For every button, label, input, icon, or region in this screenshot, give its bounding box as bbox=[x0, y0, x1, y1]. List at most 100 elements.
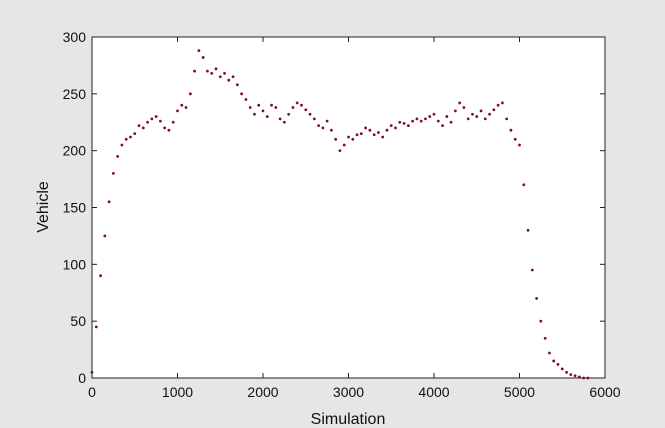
data-point bbox=[445, 115, 449, 118]
data-point bbox=[90, 370, 94, 374]
data-point bbox=[552, 359, 556, 363]
data-point bbox=[372, 133, 376, 137]
data-point bbox=[389, 124, 393, 128]
y-tick-label: 250 bbox=[63, 86, 87, 102]
data-point bbox=[505, 117, 509, 121]
data-point bbox=[428, 115, 432, 118]
data-point bbox=[120, 143, 124, 147]
data-point bbox=[501, 101, 504, 105]
data-point bbox=[295, 101, 299, 105]
data-point bbox=[530, 268, 534, 272]
plot-area bbox=[91, 36, 606, 379]
y-tick-label: 50 bbox=[70, 313, 86, 329]
y-tick-label: 200 bbox=[63, 143, 87, 159]
data-point bbox=[154, 115, 158, 118]
data-point bbox=[176, 109, 179, 113]
data-point bbox=[94, 325, 98, 329]
data-point bbox=[368, 128, 372, 132]
data-point bbox=[355, 133, 359, 137]
y-axis-title: Vehicle bbox=[35, 181, 52, 233]
data-point bbox=[116, 154, 120, 158]
data-point bbox=[582, 376, 586, 380]
data-point bbox=[206, 69, 209, 73]
x-tick-label: 2000 bbox=[247, 384, 278, 400]
x-tick-label: 6000 bbox=[589, 384, 620, 400]
data-point bbox=[513, 137, 517, 141]
data-point bbox=[231, 75, 235, 79]
data-point bbox=[325, 119, 329, 123]
data-point bbox=[193, 69, 197, 73]
data-point bbox=[471, 112, 474, 116]
data-point bbox=[394, 126, 397, 130]
data-point bbox=[103, 234, 107, 238]
data-point bbox=[411, 119, 415, 123]
data-point bbox=[377, 131, 380, 134]
data-point bbox=[518, 143, 521, 147]
data-point bbox=[453, 109, 457, 113]
data-point bbox=[184, 106, 188, 109]
x-axis-title: Simulation bbox=[311, 411, 386, 428]
data-point bbox=[496, 103, 500, 107]
data-point bbox=[253, 112, 256, 116]
data-point bbox=[282, 120, 286, 124]
y-tick-label: 100 bbox=[63, 256, 87, 272]
data-point bbox=[137, 124, 141, 128]
x-axis-ticks: 0 1000 2000 3000 4000 5000 6000 bbox=[88, 37, 621, 400]
data-point bbox=[150, 117, 154, 121]
y-tick-label: 150 bbox=[63, 200, 87, 216]
data-point bbox=[270, 103, 273, 107]
data-point bbox=[265, 115, 269, 118]
data-point bbox=[197, 49, 201, 53]
data-point bbox=[424, 117, 427, 121]
data-point bbox=[573, 374, 577, 378]
data-point bbox=[475, 115, 479, 118]
data-point bbox=[111, 172, 115, 175]
data-point bbox=[214, 67, 218, 71]
data-point bbox=[304, 108, 308, 112]
data-point bbox=[257, 103, 261, 107]
data-point bbox=[188, 92, 192, 96]
data-point bbox=[402, 121, 406, 125]
data-point bbox=[560, 367, 564, 371]
data-point bbox=[565, 370, 568, 374]
data-point bbox=[274, 106, 278, 109]
data-point bbox=[312, 117, 316, 121]
data-point bbox=[227, 78, 231, 82]
data-point bbox=[347, 135, 350, 139]
data-point bbox=[163, 126, 167, 130]
data-point bbox=[535, 297, 538, 300]
data-point bbox=[586, 376, 590, 380]
data-point bbox=[359, 132, 363, 136]
data-point bbox=[99, 274, 102, 278]
data-point bbox=[287, 112, 291, 116]
data-point bbox=[432, 112, 436, 116]
data-point bbox=[291, 106, 295, 109]
data-point bbox=[522, 183, 526, 187]
data-point bbox=[240, 92, 244, 96]
data-point bbox=[334, 137, 338, 141]
data-point bbox=[141, 126, 145, 130]
data-point bbox=[171, 120, 175, 124]
data-point bbox=[466, 117, 470, 121]
data-point bbox=[458, 101, 462, 105]
data-point bbox=[133, 132, 137, 136]
data-point bbox=[483, 117, 487, 121]
data-point bbox=[462, 106, 466, 109]
data-point bbox=[556, 362, 560, 366]
data-point bbox=[449, 120, 453, 124]
data-points bbox=[90, 49, 590, 380]
data-point bbox=[406, 124, 410, 128]
data-point bbox=[479, 109, 483, 113]
y-tick-label: 300 bbox=[63, 29, 87, 45]
data-point bbox=[201, 56, 205, 59]
data-point bbox=[488, 112, 491, 116]
data-point bbox=[351, 137, 355, 141]
data-point bbox=[308, 112, 312, 116]
data-point bbox=[398, 120, 402, 124]
y-tick-label: 0 bbox=[78, 370, 86, 386]
data-point bbox=[548, 351, 551, 355]
data-point bbox=[543, 336, 547, 340]
data-point bbox=[385, 128, 389, 132]
data-point bbox=[419, 119, 423, 123]
